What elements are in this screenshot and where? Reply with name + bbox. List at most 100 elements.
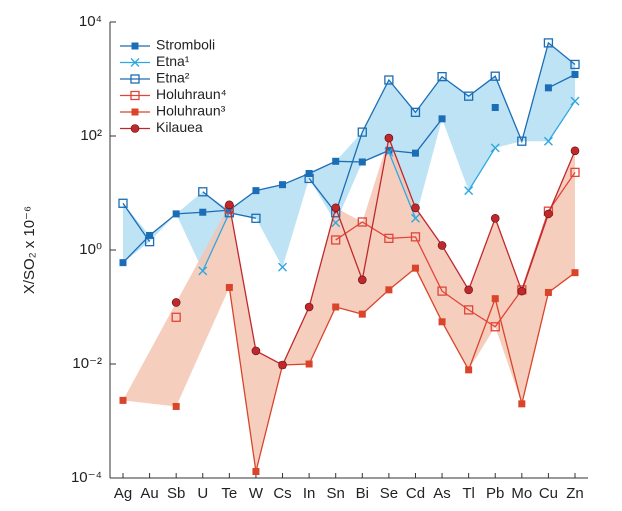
legend-label: Holuhraun³ (156, 103, 226, 119)
data-point (251, 346, 261, 356)
data-point (357, 217, 367, 227)
data-point (146, 231, 154, 239)
data-point (252, 187, 260, 195)
legend-label: Etna² (156, 70, 190, 86)
data-point (225, 200, 234, 210)
data-point (438, 115, 446, 123)
data-point (518, 400, 526, 408)
data-point (570, 146, 580, 156)
data-point (304, 302, 314, 312)
x-tick-label: U (197, 485, 208, 502)
legend-label: Stromboli (156, 37, 215, 53)
data-point (332, 157, 340, 165)
legend-marker (131, 42, 139, 50)
data-point (172, 402, 180, 410)
data-point (464, 186, 474, 196)
data-point (570, 167, 580, 178)
data-point (171, 298, 181, 307)
data-point (544, 288, 552, 296)
data-point (438, 318, 446, 326)
series-line (202, 100, 576, 272)
data-point (463, 305, 474, 315)
data-point (437, 286, 447, 296)
data-point (251, 213, 261, 223)
legend-marker (130, 124, 140, 133)
data-point (490, 213, 500, 223)
data-point (490, 71, 500, 81)
data-point (305, 360, 313, 368)
data-point (305, 169, 313, 177)
data-point (570, 96, 580, 106)
data-point (437, 71, 447, 82)
data-point (410, 232, 421, 242)
data-point (279, 181, 287, 189)
data-point (571, 70, 579, 78)
legend-marker (130, 74, 140, 84)
data-point (463, 91, 474, 101)
data-point (198, 187, 208, 197)
data-point (198, 266, 208, 276)
data-point (543, 136, 553, 146)
x-tick-label: W (249, 485, 264, 502)
x-tick-label: Zn (566, 485, 584, 502)
legend-marker (130, 58, 140, 67)
x-tick-label: Sb (167, 485, 185, 502)
x-tick-label: Bi (356, 485, 369, 502)
data-point (490, 322, 500, 332)
data-point (278, 360, 287, 370)
data-point (278, 262, 288, 272)
data-point (385, 146, 393, 154)
legend-marker (131, 108, 139, 116)
data-point (490, 143, 500, 153)
data-point (543, 38, 554, 48)
legend-label: Etna¹ (156, 53, 190, 69)
x-tick-label: Mo (511, 485, 532, 502)
data-point (119, 259, 127, 267)
x-tick-label: Tl (462, 485, 475, 502)
y-axis-label: X/SO₂ x 10⁻⁶ (21, 206, 38, 294)
series-line (228, 135, 576, 366)
data-point (410, 107, 421, 117)
data-point (384, 75, 394, 85)
data-point (491, 104, 499, 112)
data-point (225, 283, 233, 291)
range-band (123, 138, 575, 472)
data-point (331, 235, 341, 245)
x-tick-label: Ag (114, 485, 132, 502)
data-point (571, 269, 579, 277)
x-tick-label: Pb (486, 485, 504, 502)
data-point (118, 198, 128, 208)
data-point (410, 213, 420, 223)
x-tick-label: In (303, 485, 316, 502)
data-point (358, 158, 366, 166)
data-point (544, 84, 552, 92)
x-tick-label: Cd (406, 485, 425, 502)
x-tick-label: Sn (327, 485, 345, 502)
data-point (171, 312, 181, 322)
x-tick-label: Cu (539, 485, 558, 502)
data-point (304, 173, 314, 184)
data-point (437, 241, 447, 250)
y-tick-label: 10⁻² (72, 355, 102, 372)
data-point (357, 127, 367, 137)
data-point (225, 206, 233, 214)
x-tick-label: Cs (273, 485, 291, 502)
x-tick-label: As (433, 485, 451, 502)
data-point (411, 149, 419, 157)
data-point (144, 237, 155, 247)
data-point (464, 285, 473, 295)
data-point (544, 209, 553, 219)
x-tick-label: Te (221, 485, 237, 502)
x-tick-label: Se (380, 485, 398, 502)
legend-label: Kilauea (156, 119, 203, 135)
data-point (411, 203, 420, 213)
series-line (228, 267, 576, 472)
data-point (331, 203, 341, 213)
data-point (411, 264, 419, 272)
legend-label: Holuhraun⁴ (156, 86, 227, 102)
legend-marker (130, 90, 140, 101)
y-tick-label: 10² (80, 127, 102, 144)
data-point (465, 366, 473, 374)
data-point (332, 303, 340, 311)
